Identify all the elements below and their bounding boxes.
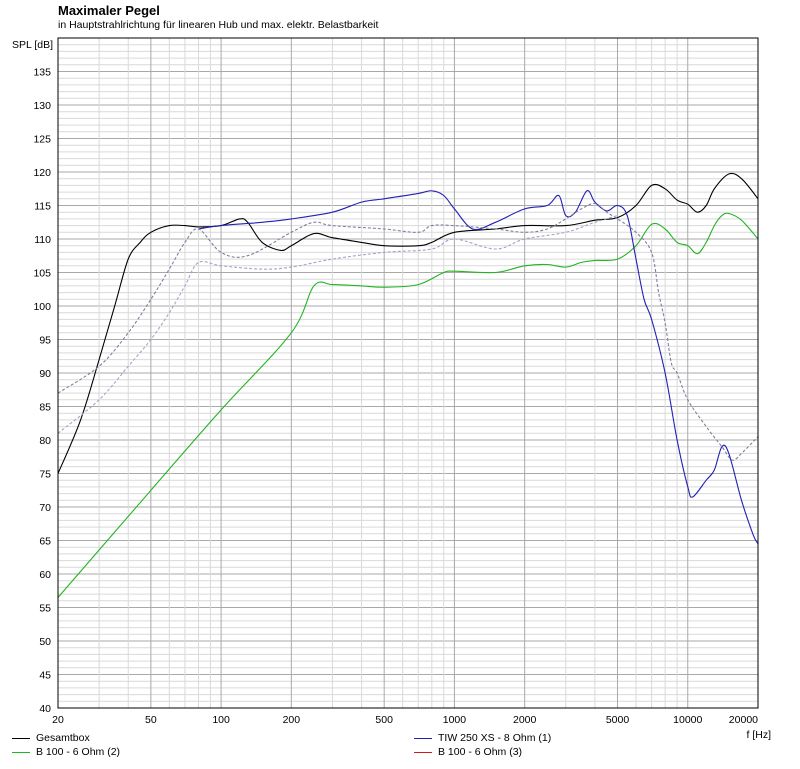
grid bbox=[57, 37, 759, 709]
legend-swatch bbox=[12, 751, 30, 753]
y-tick-label: 60 bbox=[39, 569, 51, 581]
legend-swatch bbox=[414, 737, 432, 739]
x-tick-label: 20 bbox=[52, 714, 64, 726]
y-tick-label: 75 bbox=[39, 469, 51, 481]
y-tick-label: 125 bbox=[33, 134, 51, 146]
chart-subtitle: in Hauptstrahlrichtung für linearen Hub … bbox=[58, 19, 379, 31]
legend-swatch bbox=[414, 751, 432, 753]
y-tick-label: 45 bbox=[39, 670, 51, 682]
legend-item-gesamtbox: Gesamtbox bbox=[12, 732, 90, 744]
series-lines bbox=[57, 172, 759, 598]
series-line-1 bbox=[57, 212, 759, 598]
y-tick-label: 135 bbox=[33, 67, 51, 79]
x-tick-label: 5000 bbox=[606, 714, 630, 726]
legend-item-b100-2: B 100 - 6 Ohm (2) bbox=[12, 746, 120, 758]
x-tick-label: 2000 bbox=[513, 714, 537, 726]
y-axis-ticks: 40 45 50 55 60 65 70 75 80 85 90 95 100 105 110 115 120 1… bbox=[33, 67, 51, 716]
y-tick-label: 40 bbox=[39, 703, 51, 715]
y-tick-label: 90 bbox=[39, 368, 51, 380]
legend-label: TIW 250 XS - 8 Ohm (1) bbox=[438, 732, 552, 744]
x-tick-label: 200 bbox=[283, 714, 301, 726]
y-tick-label: 100 bbox=[33, 301, 51, 313]
y-tick-label: 85 bbox=[39, 402, 51, 414]
y-tick-label: 115 bbox=[34, 201, 51, 213]
series-line-4 bbox=[57, 202, 759, 461]
legend-label: B 100 - 6 Ohm (2) bbox=[36, 746, 121, 758]
y-tick-label: 55 bbox=[39, 603, 51, 615]
legend-item-b100-3: B 100 - 6 Ohm (3) bbox=[414, 746, 522, 758]
legend-swatch bbox=[12, 737, 30, 739]
x-tick-label: 1000 bbox=[443, 714, 467, 726]
x-axis-ticks: 20 50 100 200 500 1000 2000 5000 10000 20000 bbox=[52, 714, 758, 726]
legend-label: B 100 - 6 Ohm (3) bbox=[438, 746, 523, 758]
plot-frame bbox=[57, 37, 759, 709]
series-line-5 bbox=[57, 215, 618, 434]
y-tick-label: 95 bbox=[39, 335, 51, 347]
chart-title: Maximaler Pegel bbox=[58, 3, 160, 18]
x-tick-label: 10000 bbox=[673, 714, 702, 726]
y-tick-label: 80 bbox=[39, 435, 51, 447]
legend-label: Gesamtbox bbox=[36, 732, 90, 744]
x-tick-label: 500 bbox=[375, 714, 393, 726]
y-tick-label: 105 bbox=[33, 268, 51, 280]
y-tick-label: 120 bbox=[33, 167, 51, 179]
y-tick-label: 130 bbox=[33, 100, 51, 112]
x-axis-label: f [Hz] bbox=[746, 729, 771, 741]
x-tick-label: 100 bbox=[212, 714, 230, 726]
y-tick-label: 110 bbox=[34, 234, 51, 246]
series-line-2 bbox=[198, 190, 759, 545]
series-line-0 bbox=[57, 172, 759, 474]
y-tick-label: 65 bbox=[39, 536, 51, 548]
x-tick-label: 20000 bbox=[729, 714, 758, 726]
y-axis-label: SPL [dB] bbox=[12, 39, 53, 51]
x-tick-label: 50 bbox=[145, 714, 157, 726]
y-tick-label: 70 bbox=[39, 502, 51, 514]
legend-item-tiw250: TIW 250 XS - 8 Ohm (1) bbox=[414, 732, 551, 744]
y-tick-label: 50 bbox=[39, 636, 51, 648]
